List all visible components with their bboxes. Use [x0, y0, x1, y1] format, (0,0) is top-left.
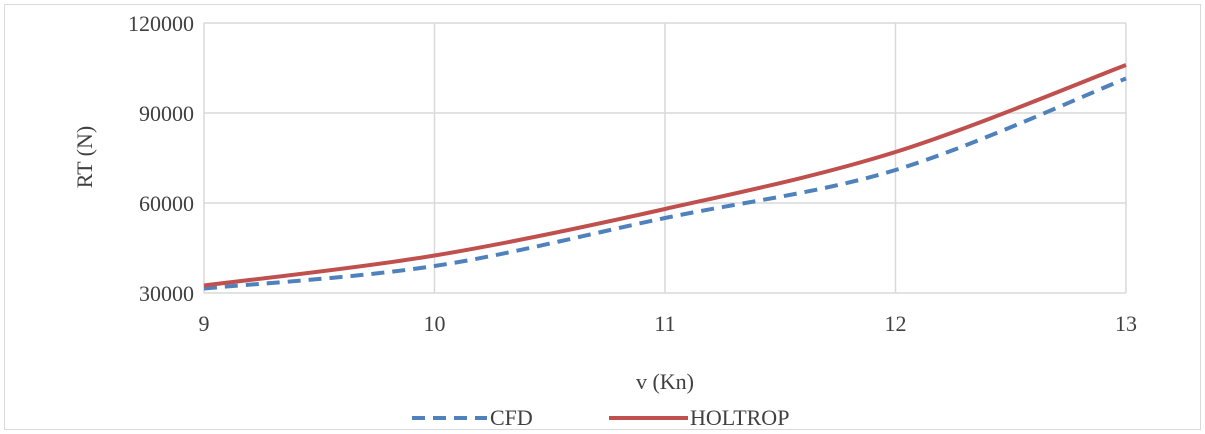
x-tick-label: 9	[199, 311, 210, 336]
legend-label-holtrop: HOLTROP	[690, 405, 789, 430]
y-tick-label: 90000	[139, 101, 194, 126]
x-tick-label: 10	[424, 311, 446, 336]
legend: CFD HOLTROP	[412, 405, 789, 430]
x-tick-label: 11	[654, 311, 675, 336]
series-line-cfd	[203, 76, 1127, 291]
y-tick-label: 120000	[128, 11, 194, 36]
y-axis-title: RT (N)	[72, 126, 97, 188]
gridlines	[203, 22, 1127, 294]
legend-label-cfd: CFD	[490, 405, 533, 430]
tick-labels: 30000 60000 90000 120000 9 10 11 12 13	[128, 11, 1137, 336]
x-axis-title: v (Kn)	[636, 369, 694, 394]
y-tick-label: 60000	[139, 191, 194, 216]
series-line-holtrop	[203, 63, 1127, 288]
x-tick-label: 12	[885, 311, 907, 336]
x-tick-label: 13	[1115, 311, 1137, 336]
y-tick-label: 30000	[139, 281, 194, 306]
series-layer	[203, 63, 1127, 291]
